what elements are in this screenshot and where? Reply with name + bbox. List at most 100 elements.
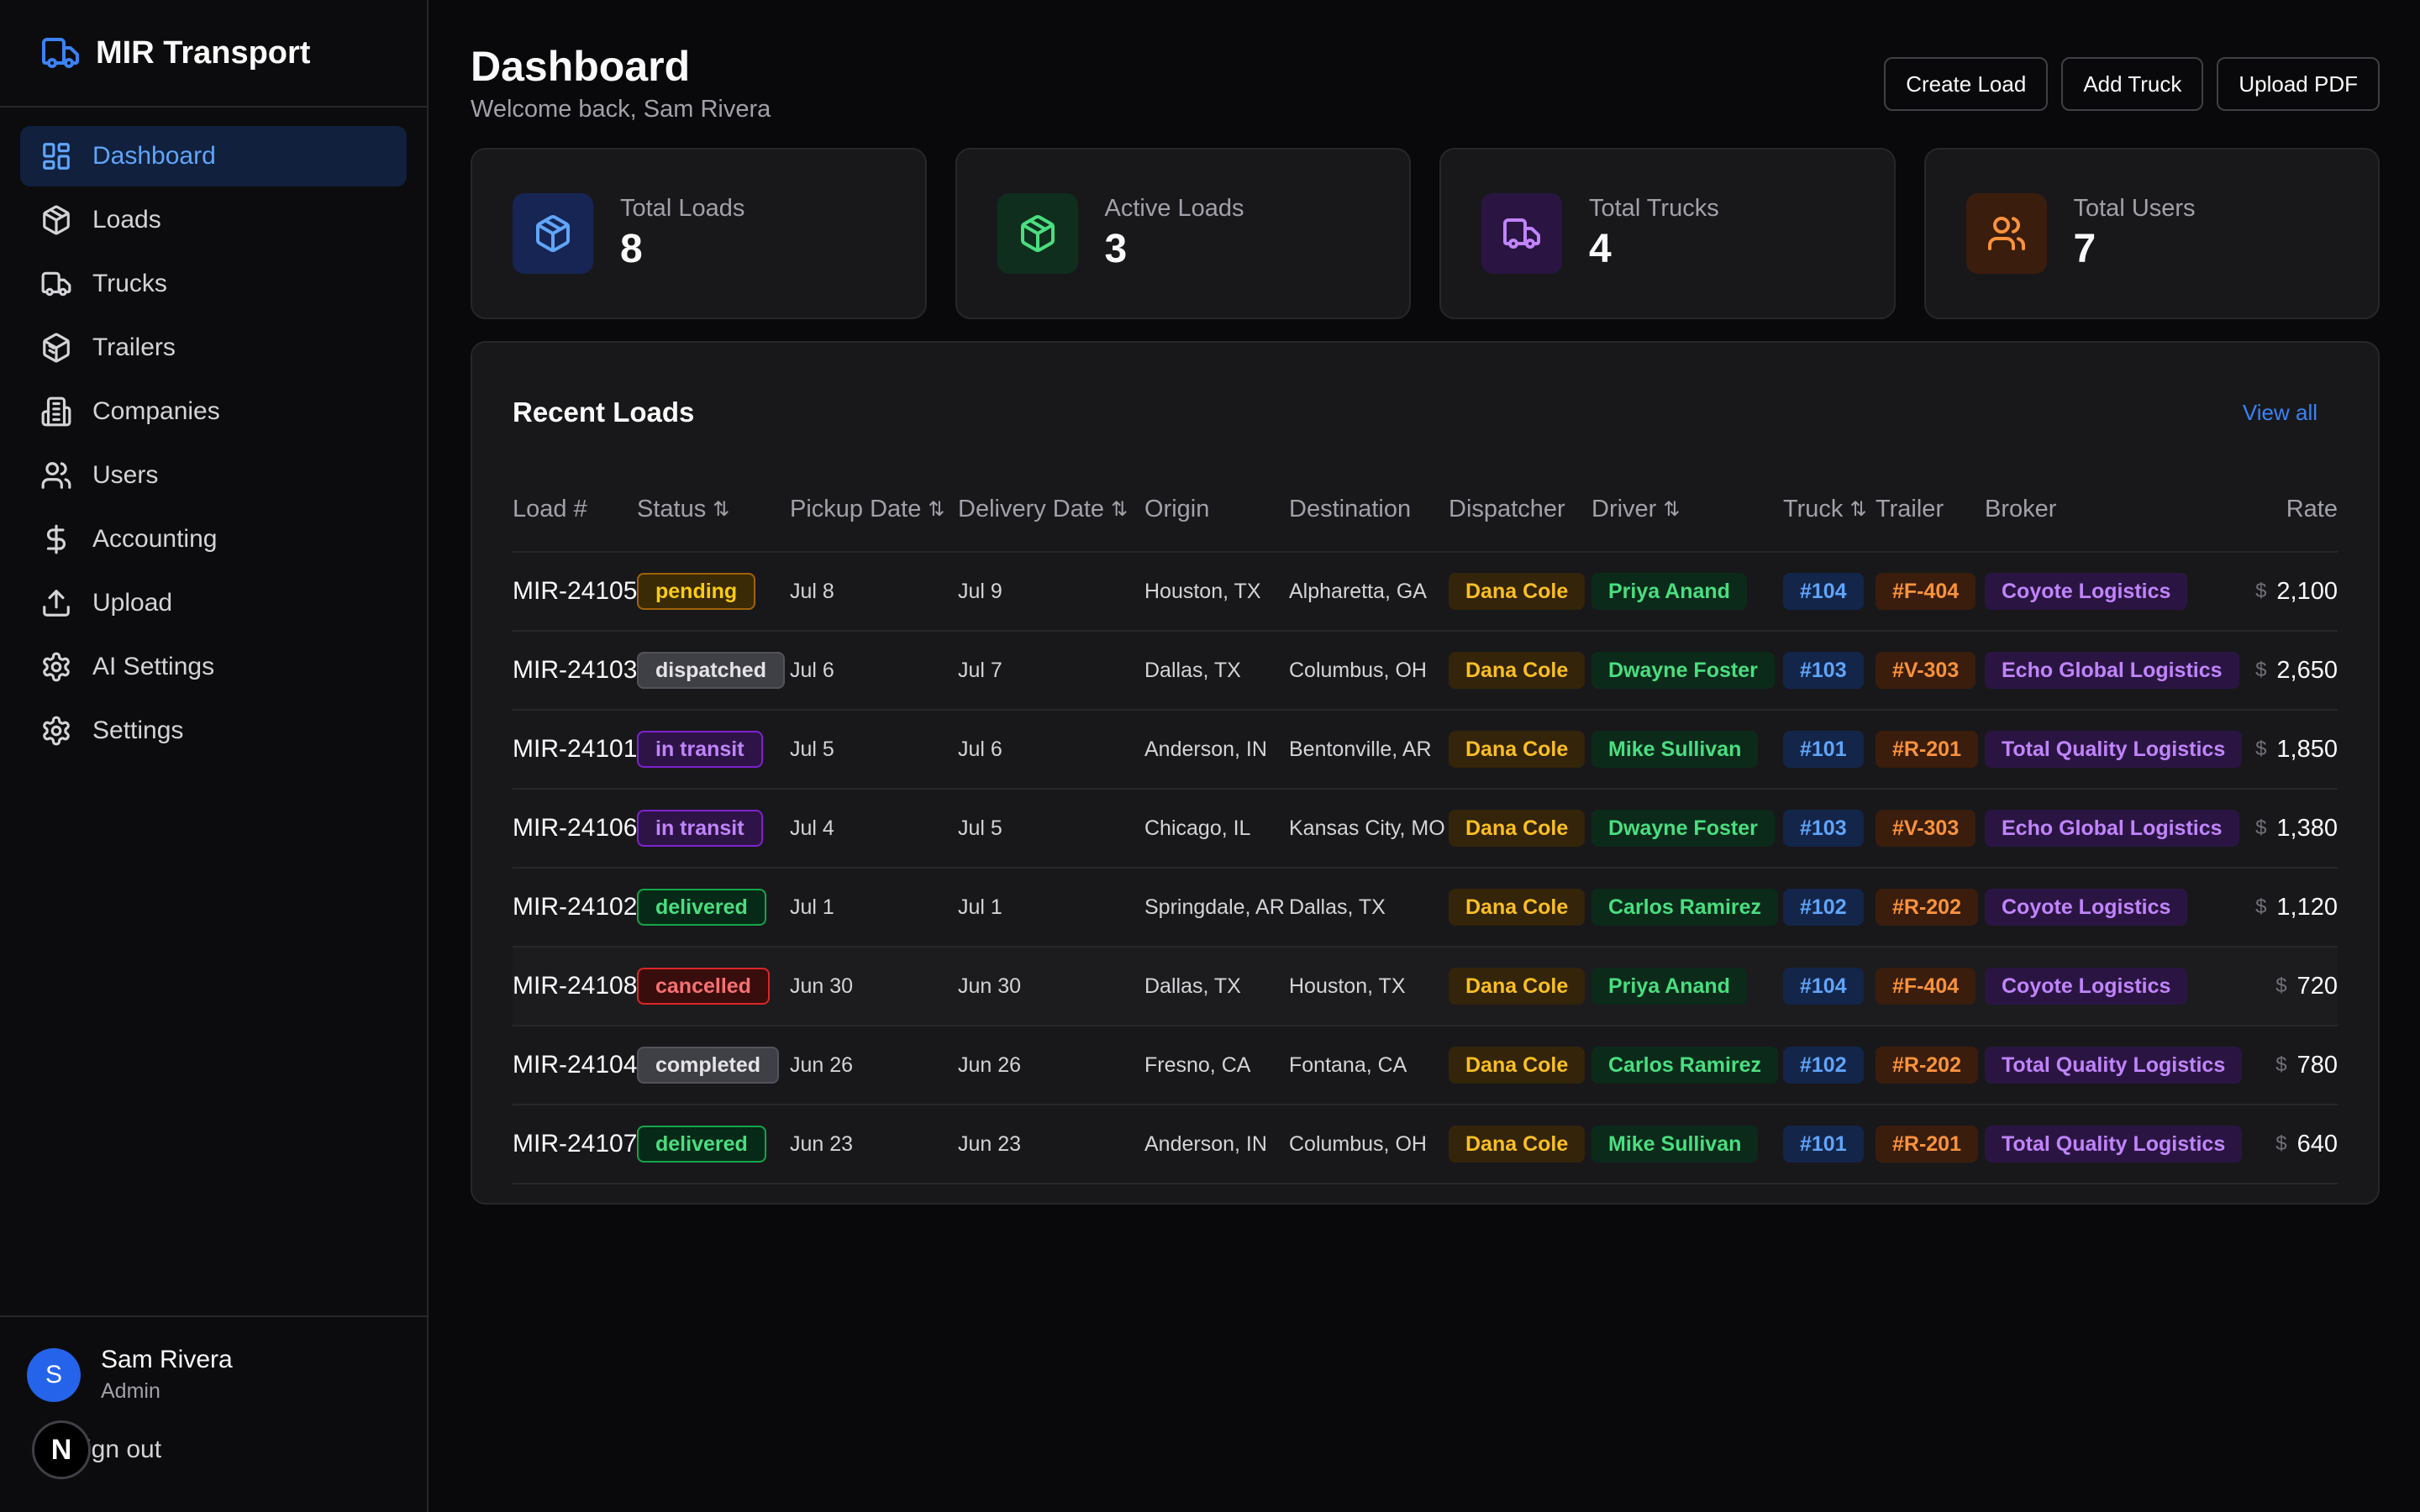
load-number-link[interactable]: MIR-24104 [513, 1051, 638, 1079]
table-row[interactable]: MIR-24101 in transit Jul 5 Jul 6 Anderson, I… [513, 711, 2338, 790]
table-cell: in transit [637, 810, 790, 847]
table-cell: pending [637, 573, 790, 610]
driver-badge[interactable]: Mike Sullivan [1591, 1126, 1759, 1163]
trailer-badge[interactable]: #V-303 [1876, 652, 1976, 689]
trailer-badge[interactable]: #F-404 [1876, 573, 1976, 610]
broker-badge[interactable]: Echo Global Logistics [1985, 652, 2239, 689]
load-number-link[interactable]: MIR-24101 [513, 735, 638, 763]
table-cell: #104 [1783, 573, 1876, 610]
table-cell: Carlos Ramirez [1591, 889, 1783, 926]
trailer-badge[interactable]: #V-303 [1876, 810, 1976, 847]
add-truck-button[interactable]: Add Truck [2061, 57, 2204, 111]
broker-badge[interactable]: Total Quality Logistics [1985, 731, 2243, 768]
truck-badge[interactable]: #101 [1783, 731, 1864, 768]
upload-pdf-button[interactable]: Upload PDF [2217, 57, 2380, 111]
column-header-truck[interactable]: Truck ⇅ [1783, 496, 1876, 523]
trailer-badge[interactable]: #R-201 [1876, 731, 1978, 768]
broker-badge[interactable]: Total Quality Logistics [1985, 1126, 2243, 1163]
trailer-badge[interactable]: #R-201 [1876, 1126, 1978, 1163]
rate-value: 1,850 [2276, 735, 2338, 763]
broker-badge[interactable]: Coyote Logistics [1985, 573, 2188, 610]
origin: Anderson, IN [1144, 737, 1267, 761]
load-number-link[interactable]: MIR-24106 [513, 814, 638, 842]
table-row[interactable]: MIR-24103 dispatched Jul 6 Jul 7 Dallas, TX C… [513, 632, 2338, 711]
column-header-status[interactable]: Status ⇅ [637, 496, 790, 523]
sort-icon: ⇅ [713, 497, 730, 521]
dispatcher-badge[interactable]: Dana Cole [1449, 1126, 1586, 1163]
truck-badge[interactable]: #103 [1783, 652, 1864, 689]
driver-badge[interactable]: Carlos Ramirez [1591, 889, 1779, 926]
sign-out-button[interactable]: N ign out [27, 1420, 400, 1479]
load-number-link[interactable]: MIR-24102 [513, 893, 638, 921]
sidebar-item-accounting[interactable]: Accounting [20, 509, 407, 570]
stats-row: Total Loads 8 Active Loads 3 Total Trucks 4 To… [471, 148, 2380, 319]
truck-badge[interactable]: #104 [1783, 968, 1864, 1005]
truck-badge[interactable]: #102 [1783, 889, 1864, 926]
delivery-date: Jun 23 [958, 1131, 1022, 1156]
driver-badge[interactable]: Dwayne Foster [1591, 652, 1775, 689]
driver-badge[interactable]: Carlos Ramirez [1591, 1047, 1779, 1084]
destination: Alpharetta, GA [1289, 579, 1427, 603]
dispatcher-badge[interactable]: Dana Cole [1449, 731, 1586, 768]
trailer-badge[interactable]: #R-202 [1876, 1047, 1978, 1084]
user-profile[interactable]: S Sam Rivera Admin [27, 1346, 400, 1404]
sidebar-item-settings[interactable]: Settings [20, 701, 407, 761]
table-row[interactable]: MIR-24108 cancelled Jun 30 Jun 30 Dallas, TX… [513, 948, 2338, 1026]
next-dev-badge[interactable]: N [32, 1420, 91, 1479]
truck-badge[interactable]: #104 [1783, 573, 1864, 610]
dispatcher-badge[interactable]: Dana Cole [1449, 889, 1586, 926]
broker-badge[interactable]: Total Quality Logistics [1985, 1047, 2243, 1084]
driver-badge[interactable]: Priya Anand [1591, 968, 1747, 1005]
brand[interactable]: MIR Transport [0, 0, 427, 108]
upload-icon [43, 590, 70, 617]
view-all-link[interactable]: View all [2242, 400, 2317, 425]
truck-badge[interactable]: #102 [1783, 1047, 1864, 1084]
dispatcher-badge[interactable]: Dana Cole [1449, 1047, 1586, 1084]
broker-badge[interactable]: Echo Global Logistics [1985, 810, 2239, 847]
truck-badge[interactable]: #101 [1783, 1126, 1864, 1163]
dispatcher-badge[interactable]: Dana Cole [1449, 652, 1586, 689]
main-content: Dashboard Welcome back, Sam Rivera Creat… [471, 0, 2380, 1205]
table-cell: $1,120 [2240, 894, 2338, 921]
broker-badge[interactable]: Coyote Logistics [1985, 968, 2188, 1005]
trailer-badge[interactable]: #F-404 [1876, 968, 1976, 1005]
sidebar-item-ai-settings[interactable]: AI Settings [20, 637, 407, 697]
dispatcher-badge[interactable]: Dana Cole [1449, 968, 1586, 1005]
sidebar-item-loads[interactable]: Loads [20, 190, 407, 250]
load-number-link[interactable]: MIR-24105 [513, 577, 638, 605]
sidebar-item-dashboard[interactable]: Dashboard [20, 126, 407, 186]
trailer-badge[interactable]: #R-202 [1876, 889, 1978, 926]
load-number-link[interactable]: MIR-24107 [513, 1130, 638, 1158]
table-cell: Dana Cole [1449, 968, 1591, 1005]
status-badge: in transit [637, 810, 763, 847]
sidebar-item-trailers[interactable]: Trailers [20, 318, 407, 378]
column-header-pickup[interactable]: Pickup Date ⇅ [790, 496, 958, 523]
load-number-link[interactable]: MIR-24103 [513, 656, 638, 684]
broker-badge[interactable]: Coyote Logistics [1985, 889, 2188, 926]
table-row[interactable]: MIR-24105 pending Jul 8 Jul 9 Houston, TX Alp… [513, 553, 2338, 632]
dispatcher-badge[interactable]: Dana Cole [1449, 810, 1586, 847]
table-row[interactable]: MIR-24104 completed Jun 26 Jun 26 Fresno, CA… [513, 1026, 2338, 1105]
sidebar-item-companies[interactable]: Companies [20, 381, 407, 442]
sidebar-item-upload[interactable]: Upload [20, 573, 407, 633]
truck-badge[interactable]: #103 [1783, 810, 1864, 847]
driver-badge[interactable]: Mike Sullivan [1591, 731, 1759, 768]
table-cell: Jul 6 [958, 738, 1144, 762]
sidebar-item-users[interactable]: Users [20, 445, 407, 506]
dispatcher-badge[interactable]: Dana Cole [1449, 573, 1586, 610]
sidebar-item-trucks[interactable]: Trucks [20, 254, 407, 314]
create-load-button[interactable]: Create Load [1884, 57, 2049, 111]
driver-badge[interactable]: Dwayne Foster [1591, 810, 1775, 847]
table-row[interactable]: MIR-24102 delivered Jul 1 Jul 1 Springdale, … [513, 869, 2338, 948]
table-cell: Mike Sullivan [1591, 731, 1783, 768]
sidebar-item-label: Companies [92, 397, 220, 425]
driver-badge[interactable]: Priya Anand [1591, 573, 1747, 610]
column-header-driver[interactable]: Driver ⇅ [1591, 496, 1783, 523]
table-header-row: Load # Status ⇅ Pickup Date ⇅ Delivery Date ⇅ O… [513, 467, 2338, 553]
load-number-link[interactable]: MIR-24108 [513, 972, 638, 1000]
table-cell: Jun 23 [958, 1132, 1144, 1157]
table-cell: Total Quality Logistics [1985, 1047, 2243, 1084]
table-row[interactable]: MIR-24107 delivered Jun 23 Jun 23 Anderson, … [513, 1105, 2338, 1184]
column-header-delivery[interactable]: Delivery Date ⇅ [958, 496, 1144, 523]
table-row[interactable]: MIR-24106 in transit Jul 4 Jul 5 Chicago, IL… [513, 790, 2338, 869]
